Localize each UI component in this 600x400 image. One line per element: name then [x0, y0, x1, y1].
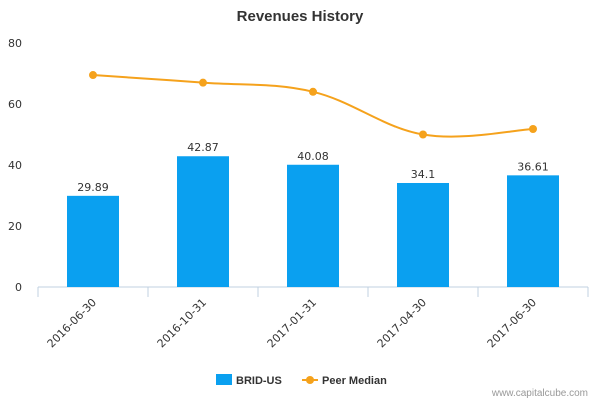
bar	[507, 175, 559, 287]
legend-label-brid-us: BRID-US	[236, 375, 282, 387]
chart-title: Revenues History	[237, 8, 364, 25]
legend-label-peer-median: Peer Median	[322, 375, 387, 387]
x-tick-label: 2016-06-30	[45, 296, 99, 350]
y-tick-label: 0	[15, 281, 22, 294]
x-tick-label: 2017-01-31	[265, 296, 319, 350]
y-tick-label: 40	[8, 159, 22, 172]
y-tick-label: 80	[8, 37, 22, 50]
legend: BRID-US Peer Median	[216, 374, 387, 387]
bar	[287, 164, 339, 287]
y-tick-label: 20	[8, 220, 22, 233]
y-axis: 0 20 40 60 80	[8, 37, 22, 294]
x-axis-labels: 2016-06-30 2016-10-31 2017-01-31 2017-04-30…	[45, 296, 539, 350]
peer-median-point	[419, 130, 427, 139]
y-tick-label: 60	[8, 98, 22, 111]
peer-median-point	[199, 78, 207, 87]
bar	[67, 195, 119, 287]
bar-value-label: 42.87	[187, 141, 219, 154]
bar-value-labels: 29.89 42.87 40.08 34.1 36.61	[77, 141, 549, 194]
bar-value-label: 40.08	[297, 150, 329, 163]
bar	[397, 182, 449, 287]
bar-value-label: 34.1	[411, 168, 436, 181]
peer-median-point	[89, 71, 97, 80]
legend-marker-peer-median	[306, 376, 314, 384]
peer-median-point	[309, 87, 317, 96]
x-tick-label: 2016-10-31	[155, 296, 209, 350]
bar-value-label: 29.89	[77, 181, 109, 194]
peer-median-line	[92, 74, 534, 138]
peer-median-points	[89, 71, 537, 139]
bar-value-label: 36.61	[517, 160, 549, 173]
bar	[177, 156, 229, 287]
credit-text: www.capitalcube.com	[491, 388, 588, 399]
x-tick-label: 2017-06-30	[485, 296, 539, 350]
bar-series	[67, 156, 559, 287]
x-tick-label: 2017-04-30	[375, 296, 429, 350]
x-axis-tick-marks	[37, 287, 589, 297]
peer-median-point	[529, 125, 537, 134]
legend-swatch-brid-us	[216, 374, 232, 385]
